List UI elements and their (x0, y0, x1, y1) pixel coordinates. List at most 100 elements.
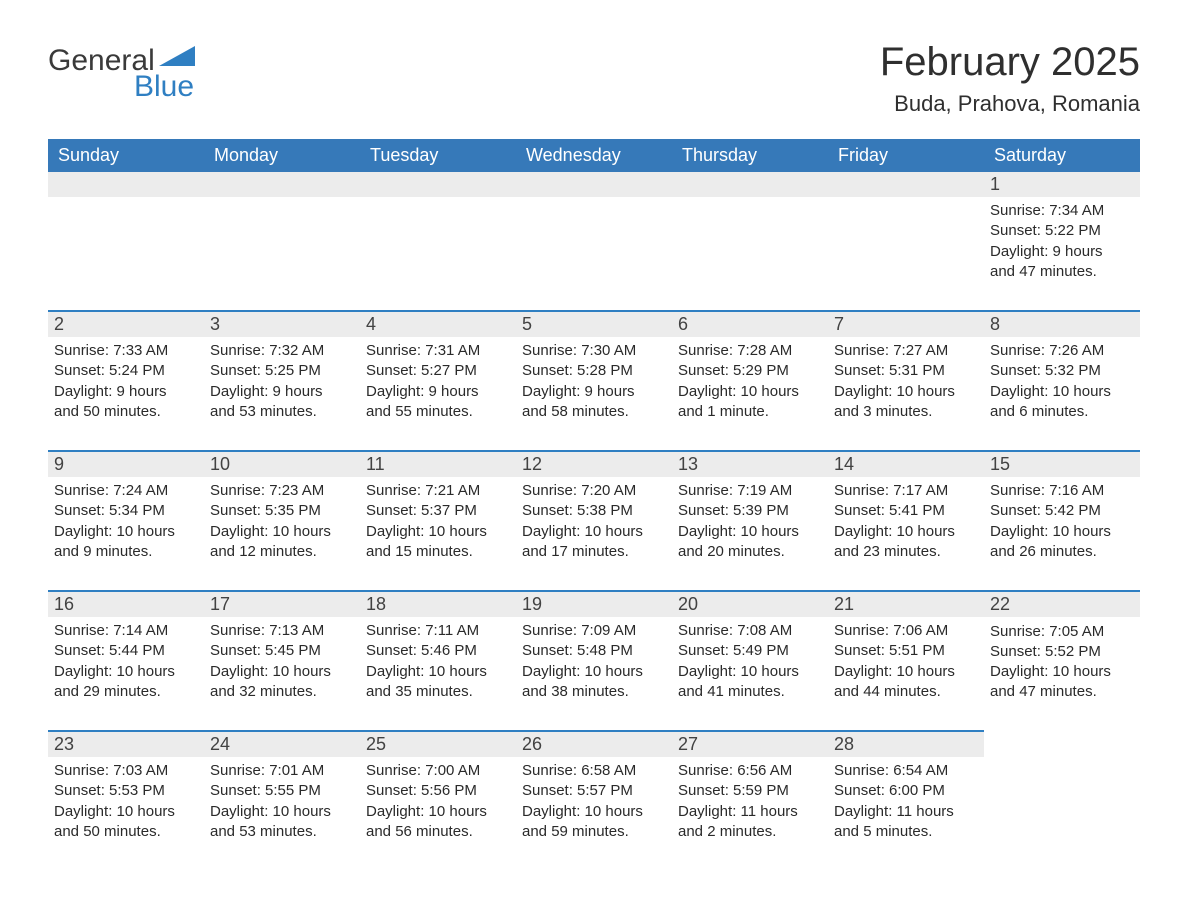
day-band-cell: 13 (672, 451, 828, 477)
daylight-line2: and 58 minutes. (522, 402, 666, 422)
sunrise-text: Sunrise: 7:05 AM (990, 622, 1134, 642)
sunset-text: Sunset: 5:28 PM (522, 361, 666, 381)
daylight-line2: and 12 minutes. (210, 542, 354, 562)
day-detail-cell: Sunrise: 7:33 AMSunset: 5:24 PMDaylight:… (48, 337, 204, 451)
sunrise-text: Sunrise: 7:34 AM (990, 201, 1134, 221)
day-band-cell: 16 (48, 591, 204, 617)
daylight-line2: and 38 minutes. (522, 682, 666, 702)
day-band-cell: 26 (516, 731, 672, 757)
daylight-line2: and 29 minutes. (54, 682, 198, 702)
daylight-line1: Daylight: 10 hours (366, 522, 510, 542)
day-number: 21 (828, 592, 984, 617)
weekday-header: Monday (204, 139, 360, 172)
daylight-line1: Daylight: 10 hours (366, 802, 510, 822)
sunset-text: Sunset: 5:22 PM (990, 221, 1134, 241)
sunrise-text: Sunrise: 7:16 AM (990, 481, 1134, 501)
daylight-line2: and 55 minutes. (366, 402, 510, 422)
day-detail-cell: Sunrise: 7:13 AMSunset: 5:45 PMDaylight:… (204, 617, 360, 731)
day-band-cell: 11 (360, 451, 516, 477)
day-number: 18 (360, 592, 516, 617)
sunset-text: Sunset: 5:42 PM (990, 501, 1134, 521)
week-detail-row: Sunrise: 7:03 AMSunset: 5:53 PMDaylight:… (48, 757, 1140, 870)
daylight-line1: Daylight: 10 hours (990, 662, 1134, 682)
day-detail-cell: Sunrise: 7:26 AMSunset: 5:32 PMDaylight:… (984, 337, 1140, 451)
week-detail-row: Sunrise: 7:14 AMSunset: 5:44 PMDaylight:… (48, 617, 1140, 731)
day-number: 17 (204, 592, 360, 617)
day-band-cell: 1 (984, 172, 1140, 197)
sunrise-text: Sunrise: 7:20 AM (522, 481, 666, 501)
daylight-line2: and 6 minutes. (990, 402, 1134, 422)
week-detail-row: Sunrise: 7:34 AMSunset: 5:22 PMDaylight:… (48, 197, 1140, 311)
day-band-cell: 21 (828, 591, 984, 617)
day-band-cell: 19 (516, 591, 672, 617)
sunset-text: Sunset: 5:34 PM (54, 501, 198, 521)
day-band-cell: 24 (204, 731, 360, 757)
day-number: 10 (204, 452, 360, 477)
daylight-line2: and 26 minutes. (990, 542, 1134, 562)
daylight-line1: Daylight: 10 hours (834, 382, 978, 402)
daylight-line1: Daylight: 10 hours (990, 522, 1134, 542)
day-detail-cell: Sunrise: 6:56 AMSunset: 5:59 PMDaylight:… (672, 757, 828, 870)
daylight-line2: and 17 minutes. (522, 542, 666, 562)
day-detail-cell: Sunrise: 7:19 AMSunset: 5:39 PMDaylight:… (672, 477, 828, 591)
weekday-header: Thursday (672, 139, 828, 172)
day-number: 28 (828, 732, 984, 757)
brand-logo: General Blue (48, 40, 195, 104)
day-detail-cell: Sunrise: 7:34 AMSunset: 5:22 PMDaylight:… (984, 197, 1140, 311)
brand-word-blue: Blue (134, 70, 194, 104)
day-detail-cell: Sunrise: 7:08 AMSunset: 5:49 PMDaylight:… (672, 617, 828, 731)
day-number: 24 (204, 732, 360, 757)
sunrise-text: Sunrise: 7:01 AM (210, 761, 354, 781)
day-detail-cell: Sunrise: 7:01 AMSunset: 5:55 PMDaylight:… (204, 757, 360, 870)
daylight-line2: and 20 minutes. (678, 542, 822, 562)
title-block: February 2025 Buda, Prahova, Romania (880, 40, 1140, 117)
daylight-line2: and 47 minutes. (990, 262, 1134, 282)
day-detail-cell: Sunrise: 7:06 AMSunset: 5:51 PMDaylight:… (828, 617, 984, 731)
day-detail-cell: Sunrise: 7:32 AMSunset: 5:25 PMDaylight:… (204, 337, 360, 451)
location-subtitle: Buda, Prahova, Romania (880, 91, 1140, 117)
day-detail-cell: Sunrise: 7:00 AMSunset: 5:56 PMDaylight:… (360, 757, 516, 870)
sunset-text: Sunset: 5:52 PM (990, 642, 1134, 662)
empty-day-band (828, 172, 984, 197)
sunset-text: Sunset: 5:29 PM (678, 361, 822, 381)
day-number: 15 (984, 452, 1140, 477)
daylight-line2: and 56 minutes. (366, 822, 510, 842)
day-band-cell: 17 (204, 591, 360, 617)
day-band-cell: 4 (360, 311, 516, 337)
sunset-text: Sunset: 5:48 PM (522, 641, 666, 661)
daylight-line2: and 50 minutes. (54, 822, 198, 842)
day-detail-cell: Sunrise: 7:11 AMSunset: 5:46 PMDaylight:… (360, 617, 516, 731)
daylight-line1: Daylight: 10 hours (522, 662, 666, 682)
sunrise-text: Sunrise: 7:19 AM (678, 481, 822, 501)
day-number: 5 (516, 312, 672, 337)
sunset-text: Sunset: 5:37 PM (366, 501, 510, 521)
daylight-line2: and 47 minutes. (990, 682, 1134, 702)
empty-day-detail (672, 197, 828, 311)
day-detail-cell: Sunrise: 7:20 AMSunset: 5:38 PMDaylight:… (516, 477, 672, 591)
day-band-cell: 23 (48, 731, 204, 757)
day-number: 3 (204, 312, 360, 337)
sunrise-text: Sunrise: 7:11 AM (366, 621, 510, 641)
sunset-text: Sunset: 5:39 PM (678, 501, 822, 521)
sunset-text: Sunset: 5:59 PM (678, 781, 822, 801)
daylight-line2: and 32 minutes. (210, 682, 354, 702)
sunrise-text: Sunrise: 7:03 AM (54, 761, 198, 781)
sunrise-text: Sunrise: 7:26 AM (990, 341, 1134, 361)
sunrise-text: Sunrise: 7:17 AM (834, 481, 978, 501)
daylight-line2: and 50 minutes. (54, 402, 198, 422)
daylight-line1: Daylight: 9 hours (366, 382, 510, 402)
day-detail-cell: Sunrise: 6:58 AMSunset: 5:57 PMDaylight:… (516, 757, 672, 870)
daylight-line1: Daylight: 10 hours (54, 522, 198, 542)
sunrise-text: Sunrise: 7:33 AM (54, 341, 198, 361)
empty-day-band (672, 172, 828, 197)
empty-day-detail (516, 197, 672, 311)
day-number: 12 (516, 452, 672, 477)
empty-day-band (516, 172, 672, 197)
sunset-text: Sunset: 5:44 PM (54, 641, 198, 661)
sunset-text: Sunset: 5:24 PM (54, 361, 198, 381)
day-detail-cell: Sunrise: 6:54 AMSunset: 6:00 PMDaylight:… (828, 757, 984, 870)
day-number: 20 (672, 592, 828, 617)
daylight-line1: Daylight: 10 hours (54, 662, 198, 682)
sunrise-text: Sunrise: 7:06 AM (834, 621, 978, 641)
day-detail-cell: Sunrise: 7:27 AMSunset: 5:31 PMDaylight:… (828, 337, 984, 451)
